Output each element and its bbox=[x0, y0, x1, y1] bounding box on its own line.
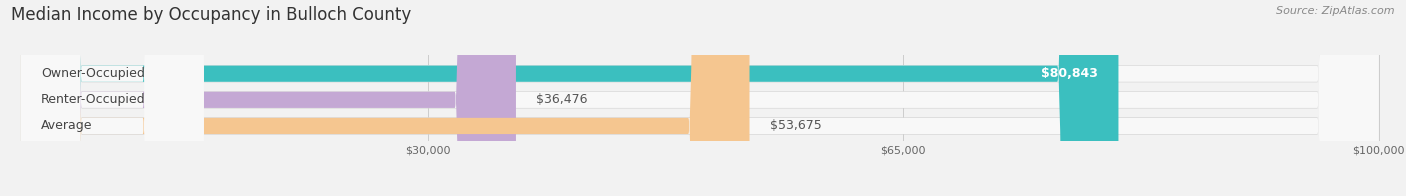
FancyBboxPatch shape bbox=[21, 0, 204, 196]
FancyBboxPatch shape bbox=[21, 0, 1379, 196]
Text: Average: Average bbox=[41, 120, 93, 132]
Text: $80,843: $80,843 bbox=[1042, 67, 1098, 80]
FancyBboxPatch shape bbox=[21, 0, 1379, 196]
FancyBboxPatch shape bbox=[21, 0, 516, 196]
Text: Median Income by Occupancy in Bulloch County: Median Income by Occupancy in Bulloch Co… bbox=[11, 6, 412, 24]
FancyBboxPatch shape bbox=[21, 0, 1379, 196]
Text: $36,476: $36,476 bbox=[536, 93, 588, 106]
FancyBboxPatch shape bbox=[21, 0, 1379, 196]
FancyBboxPatch shape bbox=[21, 0, 749, 196]
FancyBboxPatch shape bbox=[21, 0, 1379, 196]
Text: Owner-Occupied: Owner-Occupied bbox=[41, 67, 145, 80]
FancyBboxPatch shape bbox=[21, 0, 204, 196]
FancyBboxPatch shape bbox=[21, 0, 1379, 196]
Text: $53,675: $53,675 bbox=[770, 120, 821, 132]
FancyBboxPatch shape bbox=[21, 0, 204, 196]
FancyBboxPatch shape bbox=[21, 0, 1118, 196]
Text: Source: ZipAtlas.com: Source: ZipAtlas.com bbox=[1277, 6, 1395, 16]
Text: Renter-Occupied: Renter-Occupied bbox=[41, 93, 146, 106]
